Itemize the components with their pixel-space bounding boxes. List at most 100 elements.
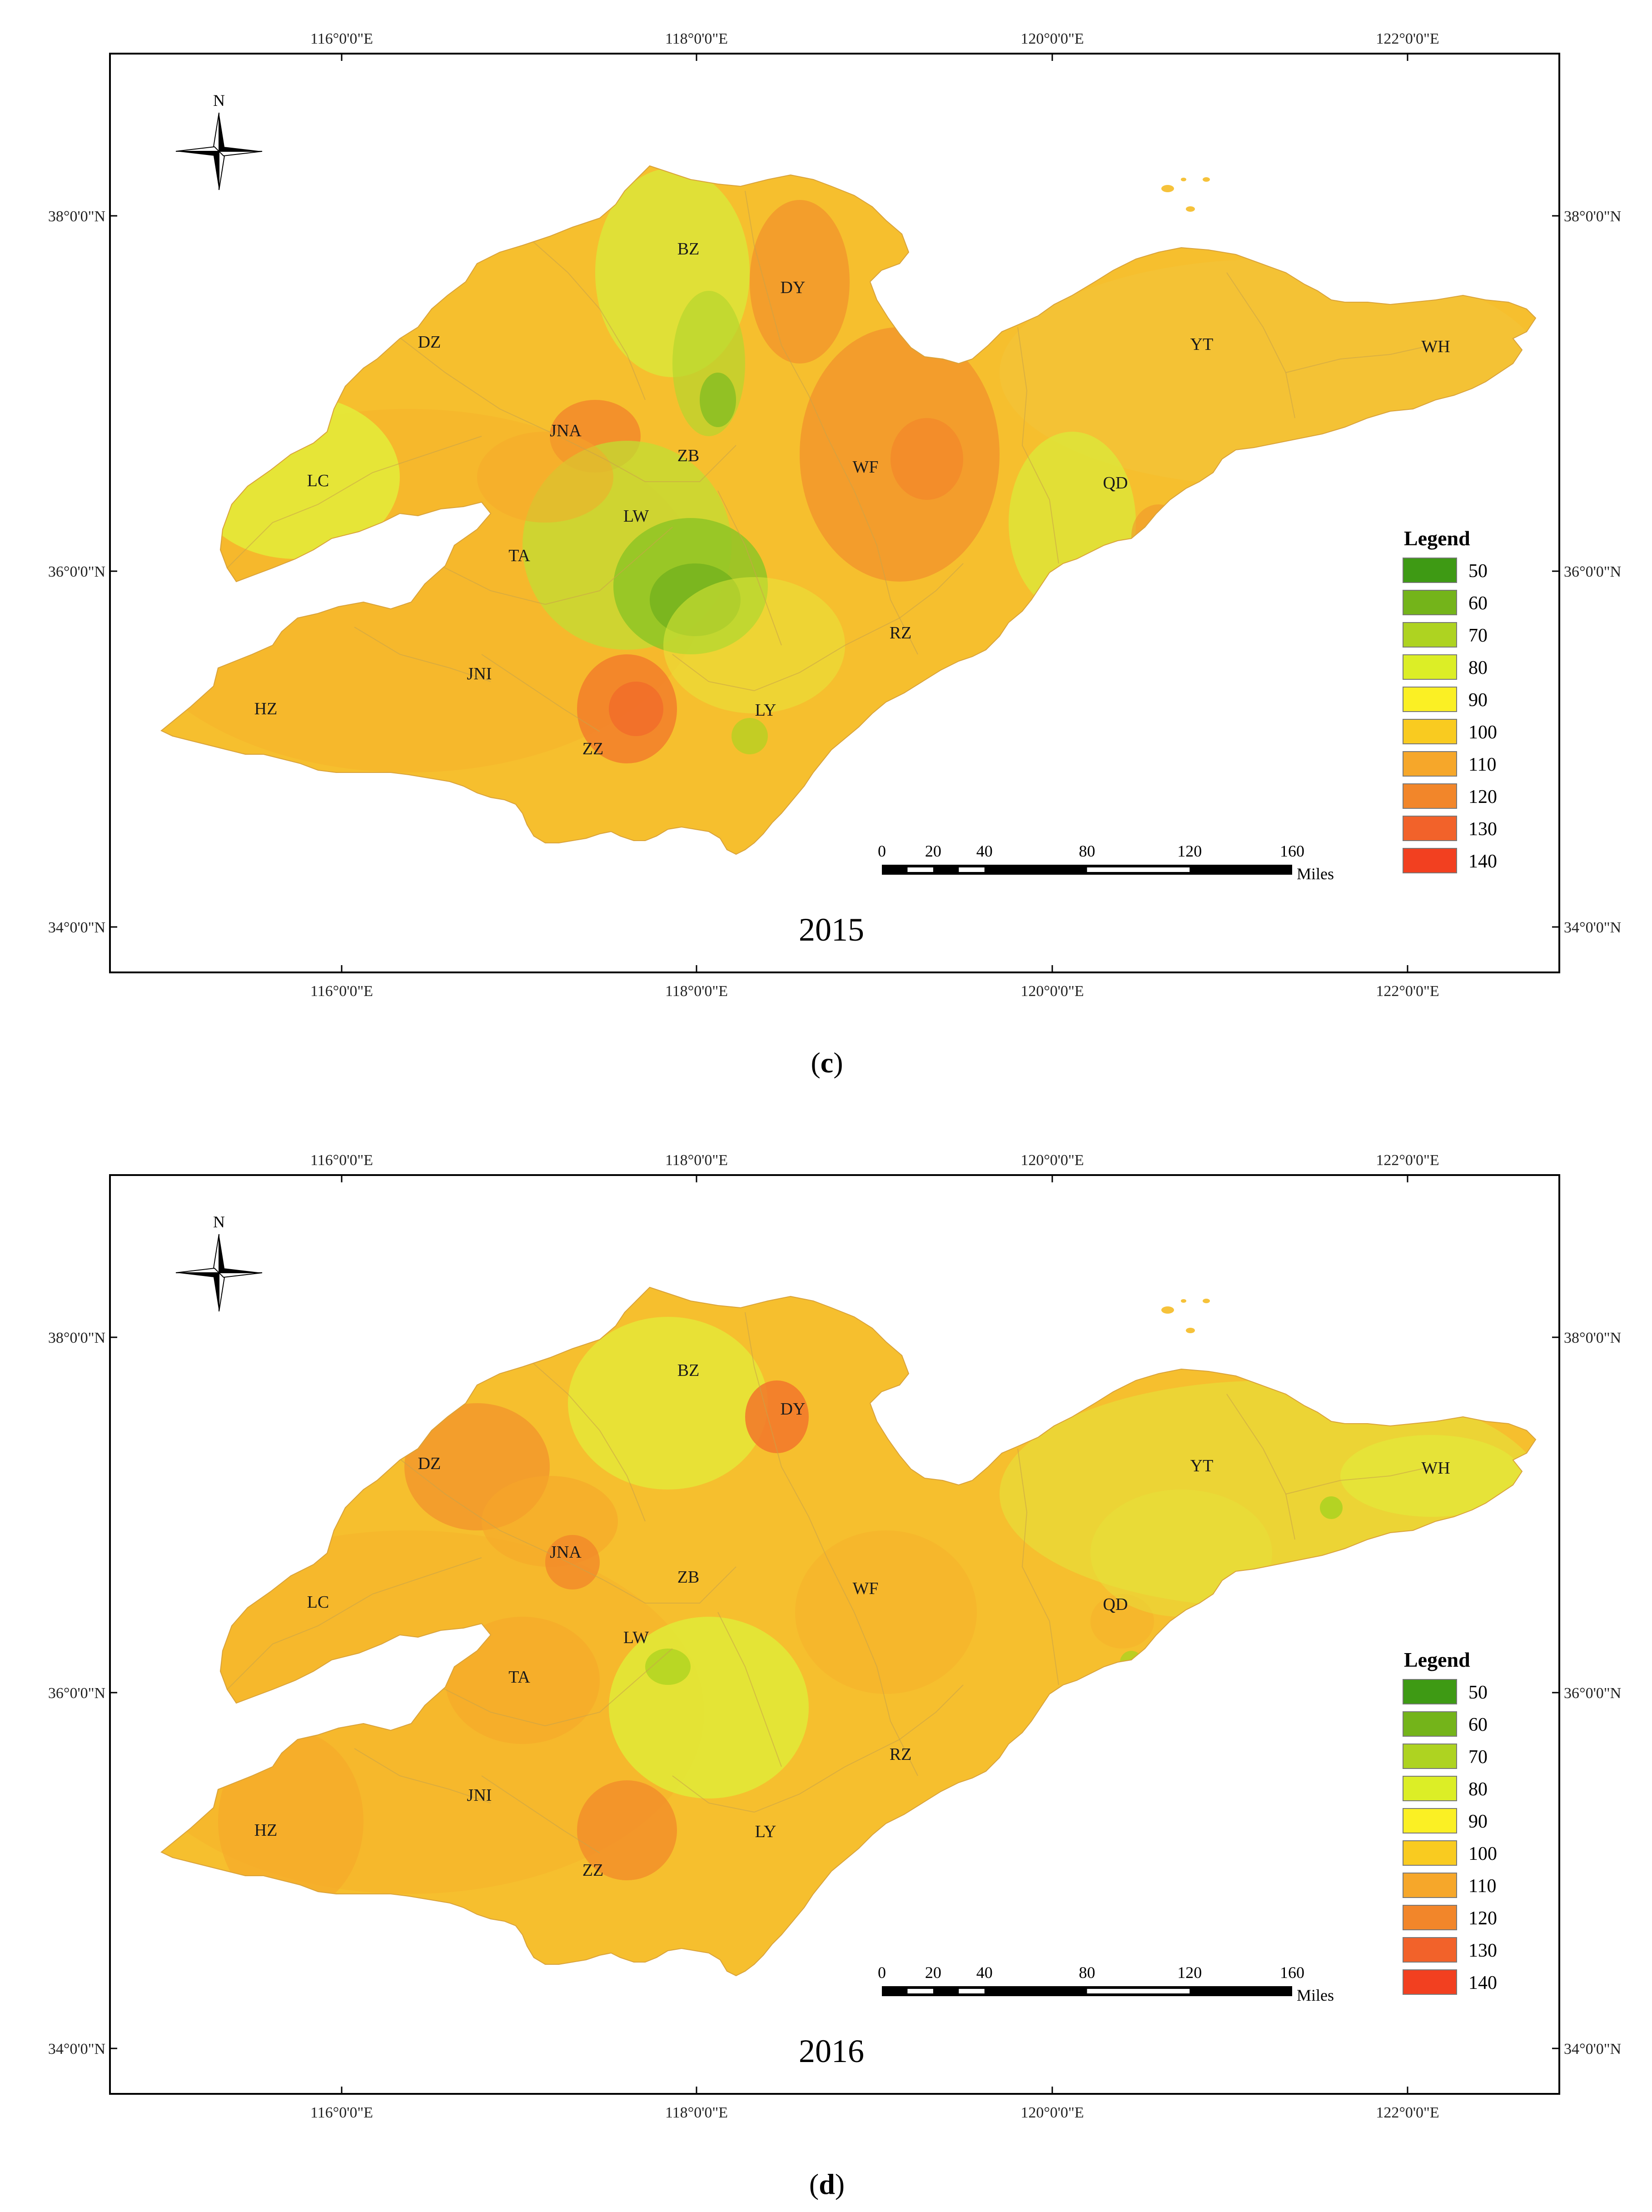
island: [1203, 1299, 1210, 1303]
lat-tick-label-left: 38°0'0"N: [48, 1330, 105, 1346]
legend-label: 90: [1468, 690, 1488, 711]
legend-swatch: [1403, 751, 1457, 777]
legend-swatch: [1403, 1808, 1457, 1833]
legend-swatch: [1403, 1873, 1457, 1898]
prefecture-boundary: [717, 490, 782, 646]
legend-swatch: [1403, 1744, 1457, 1769]
city-label: JNA: [550, 421, 582, 440]
lon-tick-label-top: 120°0'0"E: [1020, 30, 1084, 47]
north-arrow-icon: N: [175, 91, 263, 190]
year-label: 2015: [799, 912, 864, 948]
legend-label: 110: [1468, 754, 1496, 775]
prefecture-boundary: [745, 1312, 827, 1558]
prefecture-boundary: [1226, 1394, 1295, 1540]
legend-swatch: [1403, 558, 1457, 583]
city-label: ZB: [677, 446, 700, 465]
prefecture-boundary: [386, 1448, 559, 1558]
city-label: JNA: [550, 1543, 582, 1562]
prefecture-boundary: [545, 527, 673, 605]
legend-label: 120: [1468, 787, 1497, 807]
prefecture-boundary: [717, 1612, 782, 1767]
prefecture-boundary: [481, 1775, 600, 1853]
scale-tick-label: 80: [1079, 842, 1095, 860]
legend-swatch: [1403, 816, 1457, 841]
prefecture-boundary: [354, 1748, 491, 1803]
value-zone: [745, 1380, 809, 1453]
city-label: ZZ: [582, 739, 603, 758]
scale-tick-label: 0: [878, 842, 886, 860]
city-label: DZ: [418, 333, 441, 352]
legend-label: 90: [1468, 1811, 1488, 1832]
north-label: N: [213, 91, 225, 110]
prefecture-boundary: [354, 627, 491, 682]
island: [1161, 185, 1174, 192]
scale-unit-label: Miles: [1297, 1986, 1334, 2004]
city-label: DY: [781, 1400, 806, 1419]
value-zone: [891, 418, 963, 500]
value-zone: [477, 432, 613, 523]
value-zone: [1320, 1496, 1343, 1519]
legend-label: 80: [1468, 658, 1488, 678]
city-label: WH: [1421, 1459, 1450, 1478]
lat-tick-label-right: 38°0'0"N: [1564, 208, 1621, 225]
legend-label: 60: [1468, 593, 1488, 614]
value-zone: [218, 1730, 363, 1912]
legend-swatch: [1403, 1905, 1457, 1930]
scale-unit-label: Miles: [1297, 865, 1334, 883]
lon-tick-label-top: 122°0'0"E: [1376, 1152, 1439, 1169]
value-zone: [1340, 1435, 1522, 1517]
city-label: DY: [781, 278, 806, 297]
lon-tick-label-top: 120°0'0"E: [1020, 1152, 1084, 1169]
scale-tick-label: 40: [976, 1963, 993, 1982]
value-zone: [731, 718, 768, 754]
lon-tick-label-top: 116°0'0"E: [310, 30, 373, 47]
lat-tick-label-left: 36°0'0"N: [48, 563, 105, 580]
legend-swatch: [1403, 687, 1457, 712]
lat-tick-label-right: 34°0'0"N: [1564, 2041, 1621, 2058]
city-label: LW: [623, 507, 649, 526]
lon-tick-label-bottom: 120°0'0"E: [1020, 2104, 1084, 2121]
legend: Legend 50 60 70 80 90 100 110 120 130 140: [1403, 527, 1497, 873]
prefecture-boundary: [527, 1357, 646, 1522]
city-label: RZ: [890, 623, 912, 643]
prefecture-boundary: [481, 654, 600, 732]
island: [1181, 1299, 1186, 1303]
legend-label: 140: [1468, 1973, 1497, 1993]
legend-label: 110: [1468, 1876, 1496, 1897]
city-label: HZ: [254, 699, 278, 718]
scale-bar: 0 20 40 80 120 160 Miles: [878, 1963, 1334, 2004]
legend-label: 140: [1468, 851, 1497, 872]
city-label: BZ: [677, 239, 700, 259]
lon-tick-label-top: 118°0'0"E: [665, 30, 728, 47]
legend-swatch: [1403, 1969, 1457, 1995]
value-zone: [609, 682, 663, 736]
prefecture-boundary: [386, 327, 559, 437]
prefecture-boundary: [845, 1684, 964, 1767]
city-label: TA: [508, 1668, 530, 1687]
legend-label: 100: [1468, 1843, 1497, 1864]
legend-swatch: [1403, 848, 1457, 873]
city-label: LC: [307, 1593, 329, 1612]
legend-swatch: [1403, 622, 1457, 648]
legend-label: 80: [1468, 1779, 1488, 1800]
lon-tick-label-top: 116°0'0"E: [310, 1152, 373, 1169]
lon-tick-label-bottom: 118°0'0"E: [665, 2104, 728, 2121]
lon-tick-label-bottom: 118°0'0"E: [665, 983, 728, 1000]
legend-swatch: [1403, 1937, 1457, 1963]
scale-tick-label: 20: [925, 1963, 941, 1982]
lon-tick-label-bottom: 122°0'0"E: [1376, 2104, 1439, 2121]
island: [1203, 177, 1210, 182]
city-label: WH: [1421, 337, 1450, 356]
prefecture-boundary: [558, 436, 736, 482]
island: [1186, 206, 1195, 212]
lat-tick-label-right: 36°0'0"N: [1564, 1685, 1621, 1702]
prefecture-boundary: [1226, 272, 1295, 418]
city-label: LY: [755, 1822, 776, 1841]
city-label: BZ: [677, 1361, 700, 1380]
lon-tick-label-top: 118°0'0"E: [665, 1152, 728, 1169]
city-label: RZ: [890, 1745, 912, 1764]
legend-label: 120: [1468, 1908, 1497, 1929]
legend-swatch: [1403, 1679, 1457, 1704]
prefecture-boundary: [558, 1557, 736, 1604]
lon-tick-label-bottom: 116°0'0"E: [310, 983, 373, 1000]
